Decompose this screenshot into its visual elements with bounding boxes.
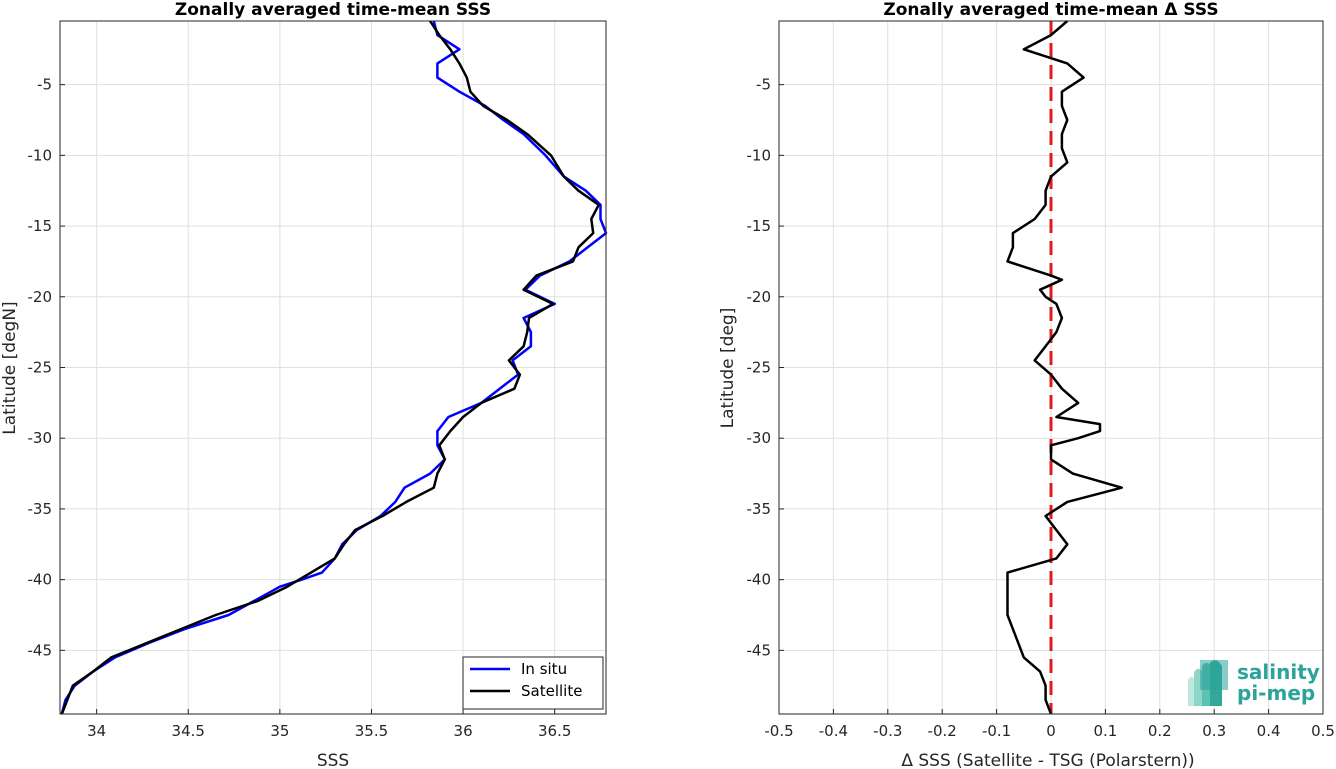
sss-y-tick-label: -35 [28,500,53,518]
delta-y-tick-label: -15 [747,217,772,235]
delta-x-tick-label: -0.1 [982,722,1011,740]
delta-ticks: -0.5 -0.4 -0.3 -0.2 -0.1 0 0.1 0.2 0.3 0.4 0.5 -5 -1… [747,76,1335,740]
sss-x-axis-label: SSS [317,751,349,769]
sss-y-tick-label: -15 [28,217,53,235]
sss-y-tick-label: -25 [28,359,53,377]
delta-x-tick-label: 0.5 [1311,722,1335,740]
delta-x-tick-label: 0.1 [1093,722,1117,740]
salinity-pi-mep-logo: salinity pi-mep [1188,660,1320,706]
delta-y-tick-label: -40 [747,571,772,589]
sss-series-line-in-situ [60,20,608,715]
delta-x-tick-label: -0.5 [764,722,793,740]
sss-y-tick-label: -20 [28,288,53,306]
sss-x-tick-label: 34.5 [172,722,205,740]
delta-y-tick-label: -5 [756,76,771,94]
sss-x-tick-label: 34 [87,722,106,740]
delta-x-tick-label: 0.3 [1202,722,1226,740]
delta-y-axis-label: Latitude [deg] [718,308,738,429]
delta-y-tick-label: -10 [747,146,772,164]
delta-y-tick-label: -35 [747,500,772,518]
sss-ticks: 34 34.5 35 35.5 36 36.5 -5 -10 -15 -20 -25 -30 -35 -4… [28,76,572,740]
delta-y-tick-label: -20 [747,288,772,306]
sss-y-tick-label: -30 [28,429,53,447]
sss-series-layer [60,20,608,715]
sss-y-tick-label: -10 [28,146,53,164]
sss-series-line-satellite [60,20,600,715]
sss-x-tick-label: 36 [454,722,473,740]
delta-series-line-delta [1006,20,1123,715]
sss-chart-title: Zonally averaged time-mean SSS [175,0,491,20]
sss-y-axis-label: Latitude [degN] [0,301,20,434]
delta-x-tick-label: 0 [1046,722,1056,740]
delta-x-axis-label: Δ SSS (Satellite - TSG (Polarstern)) [901,751,1194,769]
sss-grid [60,21,606,714]
delta-x-tick-label: -0.4 [819,722,848,740]
sss-legend-box [462,656,604,710]
legend-label-in-situ: In situ [521,660,567,678]
legend-label-satellite: Satellite [521,682,582,700]
sss-x-tick-label: 35 [270,722,289,740]
delta-x-tick-label: -0.2 [928,722,957,740]
sss-y-tick-label: -40 [28,571,53,589]
sss-y-tick-label: -5 [37,76,52,94]
sss-legend: In situ Satellite [462,656,604,710]
delta-y-tick-label: -30 [747,429,772,447]
sss-x-tick-label: 36.5 [538,722,571,740]
delta-sss-panel: -0.5 -0.4 -0.3 -0.2 -0.1 0 0.1 0.2 0.3 0.4 0.5 -5 -1… [718,0,1335,769]
delta-x-tick-label: 0.4 [1257,722,1281,740]
delta-x-tick-label: 0.2 [1148,722,1172,740]
sss-y-tick-label: -45 [28,641,53,659]
sss-panel: 34 34.5 35 35.5 36 36.5 -5 -10 -15 -20 -25 -30 -35 -4… [0,0,608,769]
wave-logo-icon [1188,660,1228,706]
sss-x-tick-label: 35.5 [355,722,388,740]
delta-chart-title: Zonally averaged time-mean Δ SSS [883,0,1218,20]
delta-x-tick-label: -0.3 [873,722,902,740]
delta-series-layer [1006,20,1123,715]
delta-y-tick-label: -25 [747,359,772,377]
delta-y-tick-label: -45 [747,641,772,659]
logo-text-pi-mep: pi-mep [1237,681,1315,705]
logo-text-salinity: salinity [1237,660,1320,684]
